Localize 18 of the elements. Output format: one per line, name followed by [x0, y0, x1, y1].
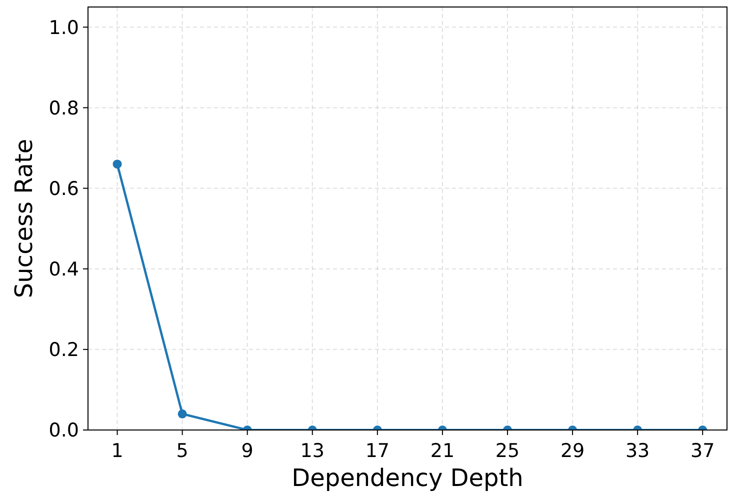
- y-tick-label: 0.8: [48, 97, 79, 120]
- x-tick-label: 5: [176, 440, 188, 462]
- x-tick-label: 1: [111, 440, 124, 462]
- x-tick-label: 9: [241, 440, 254, 462]
- y-axis-title: Success Rate: [10, 138, 38, 298]
- x-axis-title: Dependency Depth: [292, 464, 524, 492]
- y-tick-label: 0.6: [48, 178, 79, 200]
- y-tick-label: 0.0: [48, 420, 79, 442]
- x-tick-label: 29: [560, 440, 585, 462]
- x-tick-label: 21: [430, 440, 455, 462]
- x-tick-label: 37: [690, 440, 715, 462]
- x-tick-label: 25: [495, 440, 520, 462]
- x-tick-label: 33: [625, 440, 650, 462]
- y-tick-label: 0.4: [48, 258, 79, 281]
- x-tick-label: 13: [300, 440, 324, 462]
- x-tick-label: 17: [365, 440, 390, 462]
- y-tick-label: 0.2: [48, 339, 79, 362]
- y-tick-label: 1.0: [48, 16, 79, 39]
